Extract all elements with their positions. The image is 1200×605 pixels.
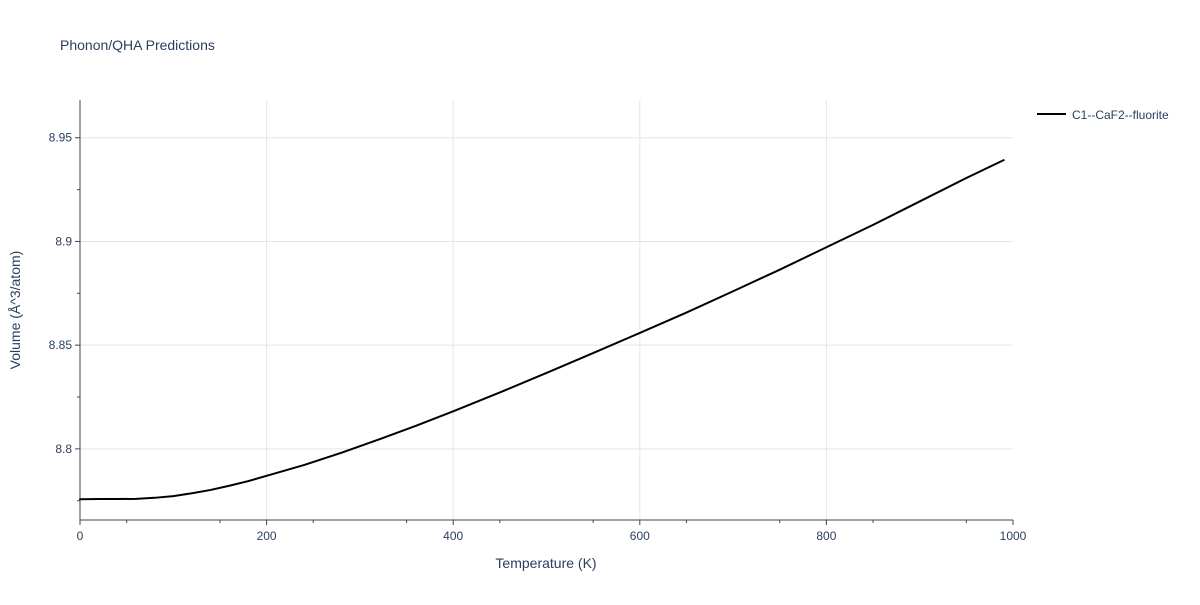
x-tick-label: 800	[816, 529, 836, 543]
x-tick-label: 1000	[1000, 529, 1027, 543]
x-tick-label: 400	[443, 529, 463, 543]
tick-labels: 0 200 400 600 800 1000 8.8 8.85 8.9 8.95	[49, 131, 1027, 543]
legend-label: C1--CaF2--fluorite	[1072, 108, 1169, 122]
x-tick-label: 0	[77, 529, 84, 543]
x-tick-label: 600	[630, 529, 650, 543]
y-tick-label: 8.95	[49, 131, 73, 145]
legend[interactable]: C1--CaF2--fluorite	[1037, 108, 1169, 122]
grid-lines	[80, 100, 1013, 520]
y-tick-label: 8.85	[49, 338, 73, 352]
y-axis-title: Volume (Å^3/atom)	[7, 251, 23, 370]
data-series	[79, 159, 1005, 501]
x-axis-title: Temperature (K)	[495, 555, 596, 571]
y-tick-label: 8.9	[55, 234, 72, 248]
y-tick-label: 8.8	[55, 442, 72, 456]
series-line[interactable]	[79, 159, 1005, 501]
chart-title: Phonon/QHA Predictions	[60, 37, 215, 53]
axes	[75, 100, 1014, 525]
x-tick-label: 200	[257, 529, 277, 543]
